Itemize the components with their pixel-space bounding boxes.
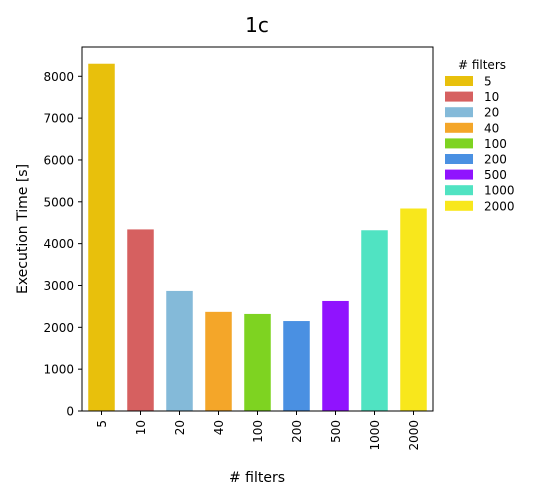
bar-100 <box>244 313 271 411</box>
y-axis-label: Execution Time [s] <box>15 164 31 294</box>
x-tick-label: 10 <box>134 420 148 435</box>
legend-label: 200 <box>484 153 507 167</box>
bar-200 <box>283 321 310 411</box>
y-tick-label: 0 <box>66 405 74 419</box>
plot-frame <box>81 46 434 412</box>
legend-swatch <box>445 91 473 102</box>
legend-swatch <box>445 107 473 118</box>
x-tick-label: 200 <box>290 420 304 443</box>
x-tick-label: 1000 <box>368 420 382 451</box>
x-tick-label: 40 <box>212 420 226 435</box>
legend-label: 100 <box>484 137 507 151</box>
bars-group <box>88 63 427 412</box>
x-axis-label: # filters <box>229 470 285 486</box>
x-tick-label: 5 <box>95 420 109 428</box>
legend-label: 40 <box>484 121 499 135</box>
y-axis-ticks: 0 1000 2000 3000 4000 5000 6000 7000 8000 <box>43 70 82 419</box>
x-tick-label: 100 <box>251 420 265 443</box>
legend-label: 1000 <box>484 184 515 198</box>
y-tick-label: 6000 <box>43 153 74 167</box>
legend-label: 500 <box>484 168 507 182</box>
bar-500 <box>322 300 349 411</box>
legend-swatch <box>445 138 473 149</box>
y-tick-label: 7000 <box>43 112 74 126</box>
legend-swatch <box>445 76 473 86</box>
legend-swatch <box>445 200 473 211</box>
bar-20 <box>166 290 193 411</box>
legend-swatch <box>445 154 473 164</box>
legend-label: 2000 <box>484 199 515 213</box>
legend-swatch <box>445 185 473 196</box>
bar-2000 <box>400 208 427 411</box>
legend-title: # filters <box>458 58 506 72</box>
y-tick-label: 5000 <box>43 195 74 209</box>
bar-5 <box>88 63 115 412</box>
legend-swatch <box>445 169 473 180</box>
y-tick-label: 4000 <box>43 237 74 251</box>
bar-1000 <box>361 230 388 411</box>
y-tick-label: 3000 <box>43 279 74 293</box>
bar-10 <box>127 229 154 411</box>
legend-label: 20 <box>484 106 499 120</box>
x-tick-label: 20 <box>173 420 187 435</box>
y-tick-label: 1000 <box>43 363 74 377</box>
x-axis-ticks: 5 10 20 40 100 200 500 1000 2000 <box>95 411 421 451</box>
x-tick-label: 2000 <box>407 420 421 451</box>
y-tick-label: 2000 <box>43 321 74 335</box>
y-tick-label: 8000 <box>43 70 74 84</box>
legend-label: 5 <box>484 75 492 89</box>
x-tick-label: 500 <box>329 420 343 443</box>
legend-swatch <box>445 122 473 133</box>
legend-label: 10 <box>484 90 499 104</box>
bar-40 <box>205 311 232 411</box>
chart-title: 1c <box>245 13 269 37</box>
